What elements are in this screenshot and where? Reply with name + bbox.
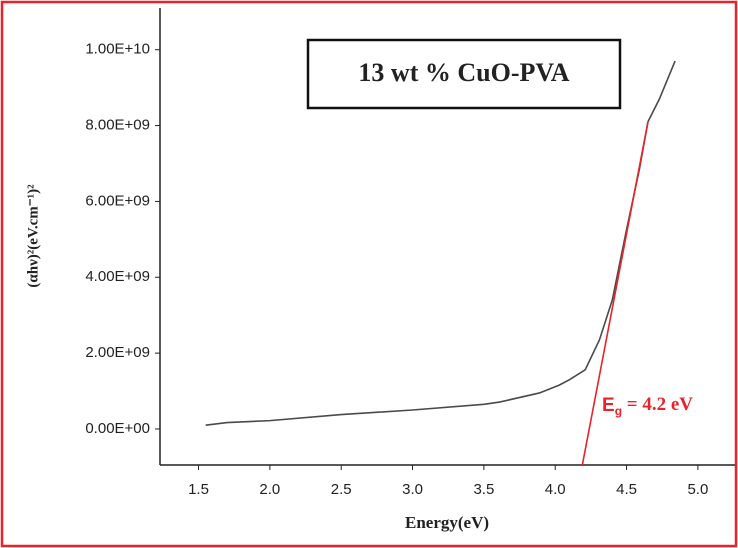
x-tick-label: 2.0 [259, 481, 280, 498]
y-tick-label: 0.00E+00 [85, 420, 150, 437]
x-tick-label: 1.5 [188, 481, 209, 498]
legend-text: 13 wt % CuO-PVA [358, 58, 569, 87]
data-line [205, 60, 676, 426]
x-tick-label: 4.5 [616, 481, 637, 498]
x-tick-label: 5.0 [687, 481, 708, 498]
x-tick-label: 2.5 [331, 481, 352, 498]
y-axis-label: (αhν)²(eV.cm⁻¹)² [25, 184, 41, 288]
y-tick-label: 6.00E+09 [85, 192, 150, 209]
annotation-rest: = 4.2 eV [622, 394, 693, 415]
legend-box [306, 38, 622, 110]
annotation: Eg = 4.2 eV [602, 394, 693, 418]
annotation-sub: g [615, 404, 622, 418]
x-tick-label: 3.0 [402, 481, 423, 498]
x-tick-label: 3.5 [473, 481, 494, 498]
data-line [581, 121, 649, 466]
y-tick-label: 4.00E+09 [85, 268, 150, 285]
y-tick-label: 8.00E+09 [85, 117, 150, 134]
y-tick-label: 1.00E+10 [85, 41, 150, 58]
x-axis-label: Energy(eV) [405, 513, 489, 532]
y-tick-label: 2.00E+09 [85, 344, 150, 361]
annotation-main: E [602, 395, 615, 416]
x-tick-label: 4.0 [545, 481, 566, 498]
